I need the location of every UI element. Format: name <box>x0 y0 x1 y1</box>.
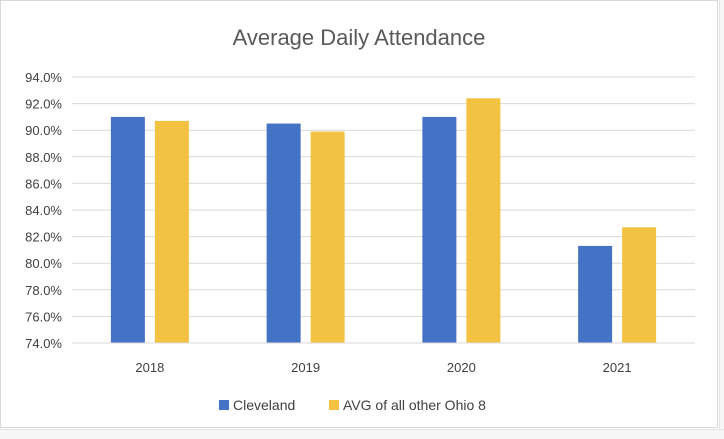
legend-label-0: Cleveland <box>233 397 295 413</box>
y-tick-label-4: 82.0% <box>25 230 62 245</box>
y-tick-label-7: 88.0% <box>25 150 62 165</box>
sheet-edge-right <box>719 0 724 438</box>
legend-swatch-1 <box>329 400 339 410</box>
bar-avg-ohio8-2018 <box>154 120 189 343</box>
y-tick-label-2: 78.0% <box>25 283 62 298</box>
y-tick-label-10: 94.0% <box>25 70 62 85</box>
legend-item-0: Cleveland <box>219 397 295 413</box>
x-tick-label-2021: 2021 <box>603 360 632 375</box>
y-tick-label-3: 80.0% <box>25 256 62 271</box>
bar-cleveland-2018 <box>110 116 145 344</box>
bar-cleveland-2021 <box>578 245 613 343</box>
x-tick-label-2018: 2018 <box>135 360 164 375</box>
bar-avg-ohio8-2020 <box>466 98 501 343</box>
bar-cleveland-2019 <box>266 123 301 343</box>
y-tick-label-1: 76.0% <box>25 309 62 324</box>
y-tick-label-6: 86.0% <box>25 176 62 191</box>
x-tick-label-2020: 2020 <box>447 360 476 375</box>
bar-chart: Average Daily Attendance 74.0% 76.0% 78.0%… <box>25 25 695 413</box>
y-tick-label-0: 74.0% <box>25 336 62 351</box>
x-tick-label-2019: 2019 <box>291 360 320 375</box>
sheet-edge-bottom <box>0 429 724 439</box>
y-tick-label-8: 90.0% <box>25 123 62 138</box>
bar-cleveland-2020 <box>422 116 457 344</box>
bars <box>110 98 657 344</box>
y-tick-label-5: 84.0% <box>25 203 62 218</box>
bar-avg-ohio8-2019 <box>310 131 345 343</box>
y-tick-label-9: 92.0% <box>25 97 62 112</box>
x-axis-ticks: 2018 2019 2020 2021 <box>135 360 631 375</box>
bar-avg-ohio8-2021 <box>622 227 657 343</box>
legend-label-1: AVG of all other Ohio 8 <box>343 397 486 413</box>
y-axis-ticks: 74.0% 76.0% 78.0% 80.0% 82.0% 84.0% 86.0% 88.0%… <box>25 70 62 351</box>
legend-item-1: AVG of all other Ohio 8 <box>329 397 486 413</box>
legend-swatch-0 <box>219 400 229 410</box>
legend: Cleveland AVG of all other Ohio 8 <box>219 397 486 413</box>
chart-title: Average Daily Attendance <box>233 25 486 50</box>
